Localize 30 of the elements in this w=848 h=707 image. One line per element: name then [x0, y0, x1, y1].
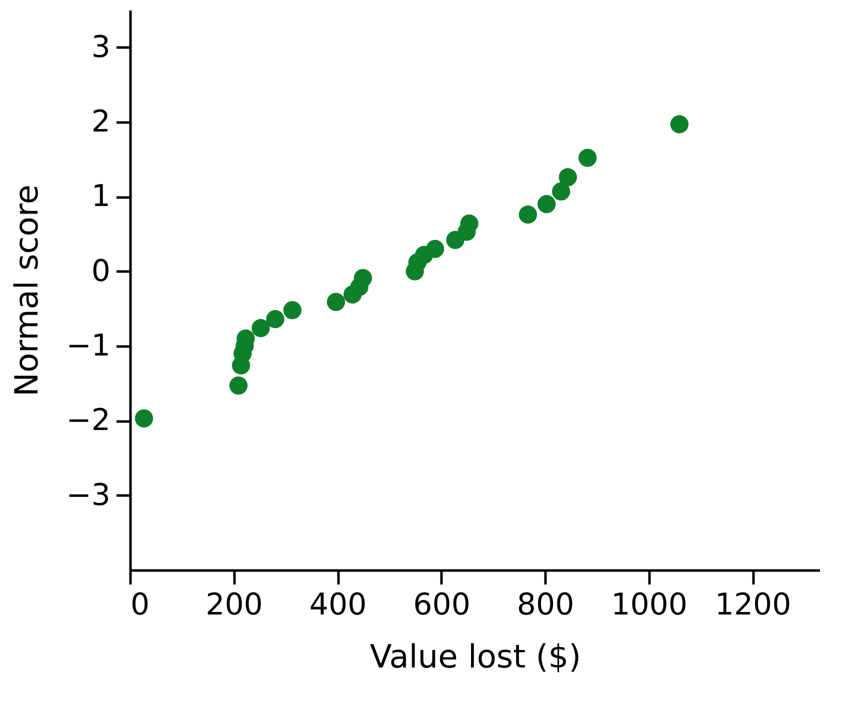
- point: [354, 268, 372, 288]
- point: [326, 292, 346, 312]
- x-tick-label: 400: [309, 588, 367, 622]
- point: [578, 148, 597, 167]
- point: [283, 301, 302, 320]
- x-axis-title: Value lost ($): [370, 638, 582, 676]
- y-tick-label: 3: [91, 30, 110, 65]
- point: [134, 409, 154, 428]
- point: [670, 115, 688, 134]
- x-tick-label: 0: [130, 588, 150, 622]
- point: [552, 182, 570, 201]
- y-axis-title: Normal score: [7, 184, 46, 396]
- x-tick-label: 200: [206, 588, 263, 622]
- point: [266, 310, 284, 328]
- y-tick-label: 1: [91, 179, 110, 214]
- point: [426, 240, 444, 258]
- point: [229, 376, 248, 395]
- x-tick-label: 1000: [611, 588, 688, 622]
- point: [518, 206, 537, 224]
- y-tick-label: 0: [91, 254, 110, 289]
- x-tick-label: 800: [516, 588, 574, 622]
- y-tick-label: −2: [66, 403, 110, 438]
- point: [538, 195, 556, 214]
- x-tick-label: 1200: [714, 588, 792, 622]
- y-tick-label: −3: [66, 478, 110, 513]
- y-tick-label: 2: [91, 104, 110, 140]
- point: [558, 168, 577, 186]
- x-tick-label: 600: [413, 588, 470, 622]
- point: [252, 319, 270, 338]
- y-tick-label: −1: [66, 328, 110, 364]
